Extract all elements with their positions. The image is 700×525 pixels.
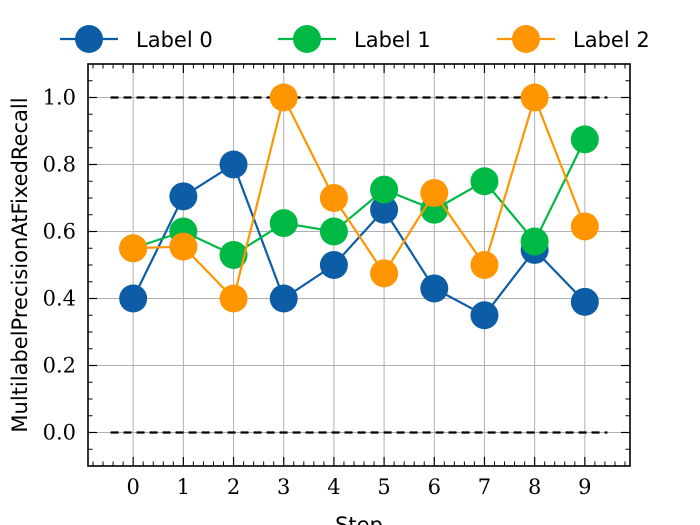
- data-point: [370, 175, 399, 204]
- data-point: [570, 212, 599, 241]
- axis-ticks: [88, 64, 630, 466]
- data-point: [319, 217, 348, 246]
- data-point: [219, 240, 248, 269]
- x-tick-label: 8: [528, 475, 541, 499]
- legend-label: Label 1: [354, 28, 431, 52]
- legend-marker: [293, 25, 321, 53]
- data-point: [269, 284, 298, 313]
- data-point: [119, 234, 148, 263]
- data-point: [520, 83, 549, 112]
- x-tick-label: 7: [478, 475, 491, 499]
- data-point: [470, 301, 499, 330]
- y-tick-label: 0.4: [43, 287, 76, 311]
- y-tick-label: 0.8: [43, 153, 76, 177]
- series-line: [132, 138, 586, 257]
- x-tick-label: 5: [377, 475, 390, 499]
- legend-label: Label 2: [573, 28, 650, 52]
- legend-label: Label 0: [136, 28, 213, 52]
- x-tick-label: 1: [177, 475, 190, 499]
- series-2: [119, 83, 599, 313]
- data-point: [420, 178, 449, 207]
- data-point: [370, 195, 399, 224]
- data-point: [420, 274, 449, 303]
- y-tick-label: 0.6: [43, 220, 76, 244]
- y-axis-title: MultilabelPrecisionAtFixedRecall: [8, 97, 32, 432]
- data-point: [219, 284, 248, 313]
- x-tick-label: 3: [277, 475, 290, 499]
- y-tick-label: 1.0: [43, 86, 76, 110]
- data-point: [319, 184, 348, 212]
- data-point: [370, 259, 399, 288]
- x-tick-label: 0: [126, 475, 139, 499]
- data-point: [119, 284, 148, 313]
- data-point: [570, 287, 599, 316]
- y-tick-label: 0.2: [43, 354, 76, 378]
- data-point: [269, 209, 298, 238]
- data-point: [470, 251, 499, 279]
- x-tick-label: 6: [428, 475, 441, 499]
- x-tick-label: 4: [327, 475, 340, 499]
- series-1: [119, 125, 599, 269]
- legend-marker: [75, 25, 103, 53]
- data-point: [219, 150, 248, 179]
- x-axis-title: Step: [335, 513, 383, 525]
- data-point: [570, 125, 599, 154]
- x-tick-label: 9: [578, 475, 591, 499]
- data-point: [520, 227, 549, 256]
- x-tick-label: 2: [227, 475, 240, 499]
- data-point: [319, 251, 348, 279]
- data-point: [169, 182, 198, 211]
- y-tick-label: 0.0: [43, 421, 76, 445]
- data-point: [470, 167, 499, 196]
- data-point: [169, 232, 198, 261]
- data-point: [269, 83, 298, 112]
- legend-marker: [512, 25, 540, 53]
- legend: Label 0 Label 1 Label 2: [60, 25, 650, 53]
- series-line: [133, 94, 586, 301]
